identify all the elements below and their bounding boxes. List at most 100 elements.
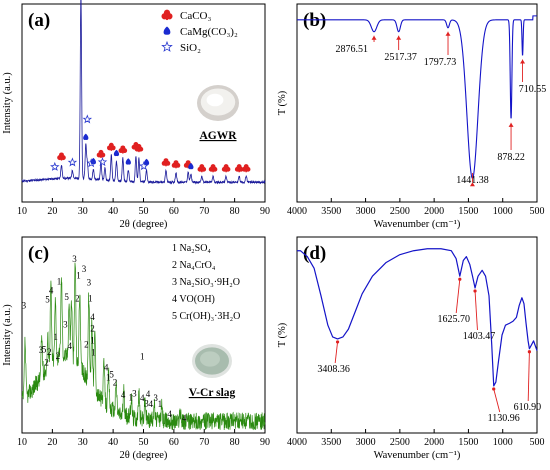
phase-marker: 4 (67, 341, 72, 351)
x-axis-label: Wavenumber (cm⁻¹) (374, 219, 461, 230)
xrd-pattern-line (21, 262, 266, 431)
x-tick-label: 500 (530, 437, 545, 448)
sio2-marker (67, 157, 78, 167)
phase-marker: 2 (44, 357, 49, 367)
annotation-arrow (493, 388, 501, 413)
x-tick-label: 3500 (321, 437, 341, 448)
panel-label: (a) (28, 10, 50, 31)
phase-marker: 1 (88, 294, 93, 304)
xrd-chart-vcr-slag: 10 20 30 40 50 60 70 80 90 2θ (degree) Intensity (… (2, 236, 270, 461)
phase-marker: 1 (76, 270, 81, 280)
phase-marker: 3 (144, 399, 149, 409)
annotation-arrow (455, 279, 461, 314)
phase-marker: 4 (49, 286, 54, 296)
phase-marker: 3 (82, 264, 87, 274)
annotation-arrowhead (335, 340, 340, 344)
x-tick-label: 80 (230, 437, 240, 448)
legend-entry: 4 VO(OH) (172, 294, 215, 305)
x-tick-label: 90 (260, 437, 270, 448)
phase-marker: 5 (42, 344, 47, 354)
panel-label: (d) (303, 243, 326, 264)
x-tick-label: 1500 (458, 437, 478, 448)
sio2-marker (139, 161, 149, 171)
caco3-marker (107, 142, 116, 151)
phase-marker: 1 (128, 392, 133, 402)
phase-marker: 1 (90, 335, 95, 345)
x-tick-label: 10 (17, 206, 27, 217)
x-axis-label: 2θ (degree) (120, 450, 168, 461)
annotation-arrow (334, 341, 339, 364)
phase-marker: 3 (153, 393, 158, 403)
camg-marker (143, 158, 150, 166)
ftir-spectrum-line (297, 15, 537, 179)
annotation-label: 878.22 (497, 152, 525, 163)
annotation-label: 2517.37 (384, 52, 417, 63)
annotation-arrow (527, 351, 530, 402)
x-tick-label: 50 (139, 437, 149, 448)
panel-label: (b) (303, 10, 326, 31)
caco3-marker (161, 9, 173, 21)
x-tick-label: 60 (169, 206, 179, 217)
caco3-marker (221, 164, 231, 173)
annotation-label: 1797.73 (424, 57, 457, 68)
x-axis-label: 2θ (degree) (120, 219, 168, 230)
caco3-marker (161, 158, 171, 167)
panel-d: 4000 3500 3000 2500 2000 1500 1000 500 Wavenumbe… (275, 235, 550, 470)
phase-marker: 4 (140, 393, 145, 403)
x-tick-label: 3000 (356, 206, 376, 217)
legend-entry: 1 Na₂SO₄ (172, 243, 211, 254)
phase-marker: 2 (113, 378, 118, 388)
annotation-arrowhead (473, 289, 477, 293)
plot-frame (296, 236, 538, 434)
caco3-marker (96, 149, 106, 158)
caco3-marker (57, 152, 66, 161)
annotation-arrowhead (458, 277, 462, 281)
phase-marker: 5 (45, 294, 50, 304)
annotation-arrowhead (396, 35, 402, 40)
inset-label: AGWR (199, 130, 237, 142)
annotation-arrowhead (527, 350, 531, 354)
y-axis-label: T (%) (277, 322, 288, 347)
annotation-label: 710.55 (519, 84, 547, 95)
vcr-slag-photo (192, 344, 232, 378)
x-tick-label: 500 (530, 206, 545, 217)
annotation-label: 2876.51 (336, 44, 369, 55)
x-tick-label: 40 (108, 437, 118, 448)
annotation-arrowhead (445, 31, 451, 36)
legend-entry: 3 Na₂SiO₃·9H₂O (172, 277, 240, 288)
legend-entry: 2 Na₄CrO₄ (172, 260, 216, 271)
y-axis-label: T (%) (277, 90, 288, 115)
phase-marker: 3 (63, 319, 68, 329)
caco3-marker (241, 164, 251, 173)
annotation-label: 1403.47 (463, 331, 496, 342)
x-tick-label: 60 (169, 437, 179, 448)
x-tick-label: 2000 (424, 437, 444, 448)
annotation-arrowhead (469, 182, 475, 187)
annotation-label: 1130.96 (488, 413, 520, 424)
phase-marker: 3 (39, 345, 44, 355)
x-tick-label: 2000 (424, 206, 444, 217)
legend-entry: 5 Cr(OH)₃·3H₂O (172, 311, 240, 322)
annotation-arrow (474, 290, 478, 331)
sio2-marker (161, 40, 173, 52)
x-tick-label: 2500 (390, 206, 410, 217)
ftir-chart-agwr: 4000 3500 3000 2500 2000 1500 1000 500 Wavenumbe… (277, 3, 547, 230)
x-tick-label: 3000 (356, 437, 376, 448)
phase-marker: 2 (84, 339, 89, 349)
x-tick-label: 4000 (287, 206, 307, 217)
phase-marker: 2 (75, 294, 80, 304)
phase-marker: 4 (90, 312, 95, 322)
phase-marker: 2 (90, 324, 95, 334)
x-tick-label: 1000 (493, 437, 513, 448)
x-axis-label: Wavenumber (cm⁻¹) (374, 450, 461, 461)
y-axis-label: Intensity (a.u.) (2, 304, 13, 366)
plot-frame (296, 3, 538, 203)
x-tick-label: 50 (139, 206, 149, 217)
annotation-label: 1441.38 (456, 175, 489, 186)
annotation-arrowhead (508, 122, 514, 127)
caco3-marker (134, 144, 144, 153)
sio2-marker (82, 114, 93, 124)
x-tick-label: 30 (78, 437, 88, 448)
phase-marker: 1 (140, 352, 145, 362)
sio2-marker (97, 157, 108, 167)
